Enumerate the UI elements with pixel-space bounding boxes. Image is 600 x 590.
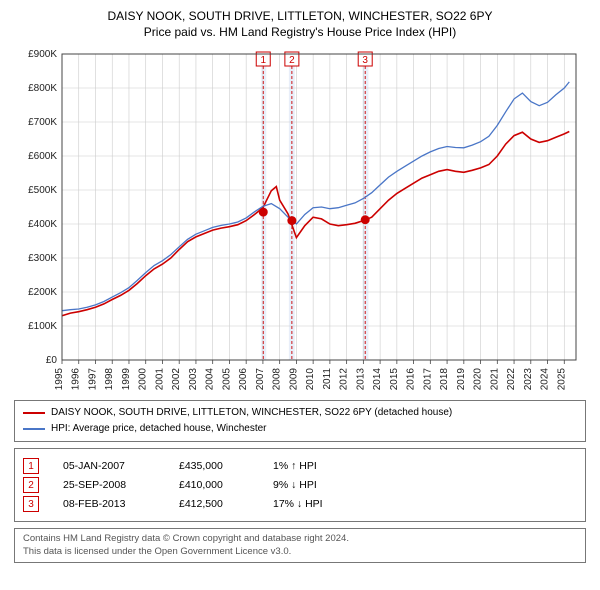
svg-text:1998: 1998 bbox=[104, 368, 115, 391]
event-price: £410,000 bbox=[179, 479, 249, 491]
footer-box: Contains HM Land Registry data © Crown c… bbox=[14, 528, 586, 563]
svg-text:2008: 2008 bbox=[272, 368, 283, 391]
event-price: £435,000 bbox=[179, 460, 249, 472]
svg-text:2020: 2020 bbox=[473, 368, 484, 391]
legend-row: HPI: Average price, detached house, Winc… bbox=[23, 421, 577, 437]
svg-text:2006: 2006 bbox=[238, 368, 249, 391]
legend-swatch bbox=[23, 428, 45, 430]
svg-text:2003: 2003 bbox=[188, 368, 199, 391]
legend-label: DAISY NOOK, SOUTH DRIVE, LITTLETON, WINC… bbox=[51, 405, 452, 421]
svg-text:2017: 2017 bbox=[422, 368, 433, 391]
svg-text:2007: 2007 bbox=[255, 368, 266, 391]
svg-text:£400K: £400K bbox=[28, 219, 57, 230]
svg-text:2005: 2005 bbox=[221, 368, 232, 391]
svg-text:2009: 2009 bbox=[288, 368, 299, 391]
svg-text:1997: 1997 bbox=[87, 368, 98, 391]
event-marker: 3 bbox=[23, 496, 39, 512]
svg-text:£900K: £900K bbox=[28, 49, 57, 60]
chart-container: DAISY NOOK, SOUTH DRIVE, LITTLETON, WINC… bbox=[0, 0, 600, 590]
title-line1: DAISY NOOK, SOUTH DRIVE, LITTLETON, WINC… bbox=[14, 8, 586, 24]
svg-text:2013: 2013 bbox=[355, 368, 366, 391]
event-date: 08-FEB-2013 bbox=[63, 498, 155, 510]
title-block: DAISY NOOK, SOUTH DRIVE, LITTLETON, WINC… bbox=[14, 8, 586, 40]
svg-text:£200K: £200K bbox=[28, 287, 57, 298]
svg-text:2010: 2010 bbox=[305, 368, 316, 391]
chart-area: £0 £100K £200K £300K £400K £500K £600K £700K £80… bbox=[14, 44, 586, 394]
svg-text:2019: 2019 bbox=[456, 368, 467, 391]
svg-text:2011: 2011 bbox=[322, 368, 333, 390]
svg-text:1995: 1995 bbox=[54, 368, 65, 391]
svg-text:2022: 2022 bbox=[506, 368, 517, 391]
svg-text:1: 1 bbox=[260, 55, 266, 66]
event-marker: 2 bbox=[23, 477, 39, 493]
svg-text:2: 2 bbox=[289, 55, 295, 66]
chart-svg: £0 £100K £200K £300K £400K £500K £600K £700K £80… bbox=[14, 44, 586, 394]
event-marker: 1 bbox=[23, 458, 39, 474]
events-box: 1 05-JAN-2007 £435,000 1% ↑ HPI 2 25-SEP-2008… bbox=[14, 448, 586, 522]
svg-text:2024: 2024 bbox=[540, 368, 551, 391]
footer-line2: This data is licensed under the Open Gov… bbox=[23, 546, 577, 558]
svg-text:2004: 2004 bbox=[205, 368, 216, 391]
event-row: 1 05-JAN-2007 £435,000 1% ↑ HPI bbox=[23, 458, 577, 474]
svg-text:1996: 1996 bbox=[71, 368, 82, 391]
event-price: £412,500 bbox=[179, 498, 249, 510]
svg-text:2014: 2014 bbox=[372, 368, 383, 391]
title-line2: Price paid vs. HM Land Registry's House … bbox=[14, 24, 586, 40]
legend-box: DAISY NOOK, SOUTH DRIVE, LITTLETON, WINC… bbox=[14, 400, 586, 442]
event-row: 2 25-SEP-2008 £410,000 9% ↓ HPI bbox=[23, 477, 577, 493]
svg-text:£800K: £800K bbox=[28, 83, 57, 94]
svg-text:£300K: £300K bbox=[28, 253, 57, 264]
svg-text:£0: £0 bbox=[46, 355, 58, 366]
svg-text:£100K: £100K bbox=[28, 321, 57, 332]
svg-text:2000: 2000 bbox=[138, 368, 149, 391]
svg-text:2018: 2018 bbox=[439, 368, 450, 391]
event-pct: 1% ↑ HPI bbox=[273, 460, 383, 472]
event-pct: 17% ↓ HPI bbox=[273, 498, 383, 510]
svg-text:1999: 1999 bbox=[121, 368, 132, 391]
event-row: 3 08-FEB-2013 £412,500 17% ↓ HPI bbox=[23, 496, 577, 512]
svg-text:£500K: £500K bbox=[28, 185, 57, 196]
event-pct: 9% ↓ HPI bbox=[273, 479, 383, 491]
svg-text:£600K: £600K bbox=[28, 151, 57, 162]
svg-text:2023: 2023 bbox=[523, 368, 534, 391]
svg-text:3: 3 bbox=[362, 55, 368, 66]
event-date: 25-SEP-2008 bbox=[63, 479, 155, 491]
legend-label: HPI: Average price, detached house, Winc… bbox=[51, 421, 267, 437]
footer-line1: Contains HM Land Registry data © Crown c… bbox=[23, 533, 577, 545]
svg-text:2015: 2015 bbox=[389, 368, 400, 391]
legend-row: DAISY NOOK, SOUTH DRIVE, LITTLETON, WINC… bbox=[23, 405, 577, 421]
event-date: 05-JAN-2007 bbox=[63, 460, 155, 472]
svg-text:2025: 2025 bbox=[556, 368, 567, 391]
svg-text:2001: 2001 bbox=[154, 368, 165, 391]
svg-text:2021: 2021 bbox=[489, 368, 500, 391]
legend-swatch bbox=[23, 412, 45, 414]
svg-text:2002: 2002 bbox=[171, 368, 182, 391]
svg-text:2012: 2012 bbox=[339, 368, 350, 391]
svg-text:£700K: £700K bbox=[28, 117, 57, 128]
svg-text:2016: 2016 bbox=[406, 368, 417, 391]
